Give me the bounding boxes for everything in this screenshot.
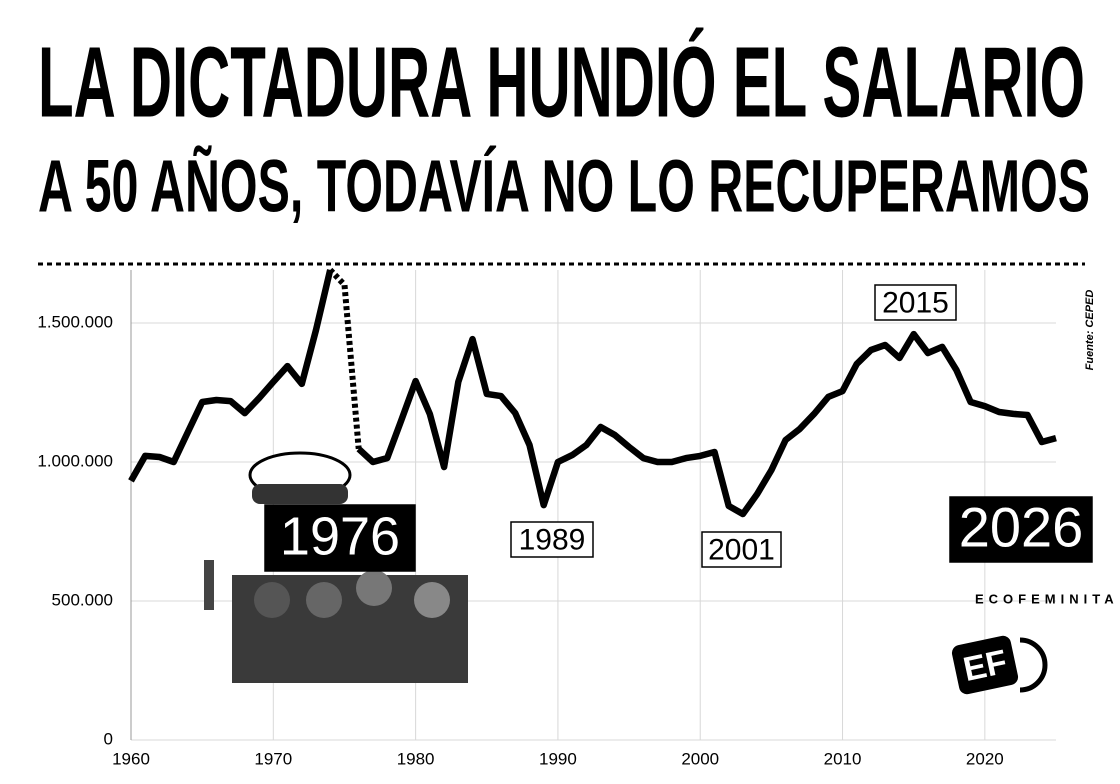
annotation-box: [510, 521, 594, 558]
photo-collage: [204, 451, 468, 683]
annotation-box: [264, 504, 416, 572]
annotation-box: [701, 531, 782, 568]
annotation-box: [874, 284, 957, 321]
y-tick-label: 1.000.000: [37, 451, 113, 470]
annotation-box: [949, 496, 1093, 563]
x-tick-label: 1960: [112, 749, 150, 768]
line: [128, 269, 334, 483]
x-tick-label: 1990: [539, 749, 577, 768]
brand: ECOFEMINITA: [975, 591, 1119, 606]
annotation: 2026: [959, 495, 1084, 558]
svg-text:EF: EF: [960, 643, 1010, 689]
annotation: 2015: [882, 286, 949, 319]
annotation: 1976: [280, 506, 400, 566]
line-dashed: [328, 267, 362, 450]
annotation: 2001: [708, 533, 775, 566]
x-tick-label: 2010: [824, 749, 862, 768]
chart-title: LA DICTADURA HUNDIÓ EL SALARIO: [38, 26, 1085, 138]
x-tick-label: 1980: [397, 749, 435, 768]
y-tick-label: 0: [104, 729, 113, 748]
line: [356, 330, 1057, 518]
x-tick-label: 2020: [966, 749, 1004, 768]
y-tick-label: 1.500.000: [37, 312, 113, 331]
y-tick-label: 500.000: [52, 590, 113, 609]
x-tick-label: 1970: [254, 749, 292, 768]
source: Fuente: CEPED: [1084, 290, 1096, 371]
x-tick-label: 2000: [681, 749, 719, 768]
annotation: 1989: [519, 523, 586, 556]
chart-subtitle: A 50 AÑOS, TODAVÍA NO LO RECUPERAMOS: [38, 145, 1090, 228]
logo: ECOFEMINITA EF: [951, 591, 1119, 695]
